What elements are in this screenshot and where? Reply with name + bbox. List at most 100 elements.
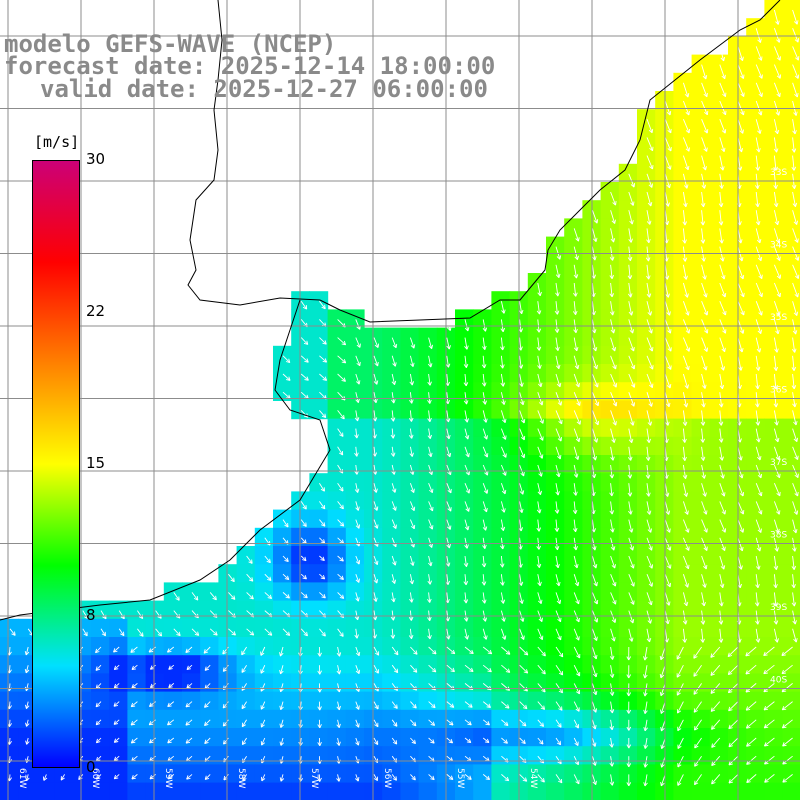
speed-cell bbox=[345, 436, 365, 456]
wind-arrow bbox=[610, 446, 615, 461]
speed-cell bbox=[691, 200, 711, 219]
wind-arrow bbox=[719, 574, 725, 588]
speed-cell bbox=[345, 527, 365, 547]
wind-arrow bbox=[373, 519, 379, 529]
wind-arrow bbox=[719, 264, 726, 280]
model-title: modelo GEFS-WAVE (NCEP) bbox=[4, 30, 337, 58]
longitude-label: 59W bbox=[163, 768, 173, 788]
speed-cell bbox=[254, 691, 274, 711]
speed-cell bbox=[418, 400, 438, 420]
wind-arrow bbox=[337, 428, 344, 437]
wind-arrow bbox=[693, 701, 702, 713]
wind-arrow bbox=[537, 410, 544, 424]
speed-cell bbox=[236, 746, 256, 765]
wind-arrow bbox=[391, 501, 397, 511]
speed-cell bbox=[673, 163, 693, 183]
speed-cell bbox=[400, 418, 420, 438]
wind-arrow bbox=[482, 737, 490, 744]
speed-cell bbox=[182, 582, 201, 602]
wind-arrow bbox=[737, 519, 745, 533]
wind-arrow bbox=[555, 628, 562, 641]
speed-cell bbox=[382, 418, 401, 438]
speed-cell bbox=[345, 546, 365, 565]
wind-arrow bbox=[336, 665, 342, 675]
wind-arrow bbox=[464, 446, 470, 458]
wind-arrow bbox=[537, 646, 546, 657]
speed-cell bbox=[327, 673, 347, 693]
wind-arrow bbox=[773, 228, 781, 244]
wind-arrow bbox=[482, 319, 488, 332]
wind-arrow bbox=[282, 373, 291, 381]
wind-arrow bbox=[773, 119, 780, 135]
wind-arrow bbox=[428, 483, 434, 494]
wind-arrow bbox=[609, 774, 615, 786]
speed-cell bbox=[91, 764, 110, 784]
wind-arrow bbox=[773, 282, 781, 298]
wind-arrow bbox=[555, 446, 562, 460]
wind-arrow bbox=[693, 664, 702, 677]
wind-arrow bbox=[319, 373, 328, 381]
speed-cell bbox=[673, 746, 693, 765]
wind-arrow bbox=[82, 610, 89, 620]
wind-arrow bbox=[792, 519, 798, 534]
wind-arrow bbox=[664, 610, 670, 625]
speed-cell bbox=[564, 673, 583, 693]
speed-cell bbox=[709, 364, 729, 383]
speed-cell bbox=[527, 418, 547, 438]
speed-cell bbox=[637, 291, 656, 310]
wind-arrow bbox=[500, 519, 506, 531]
speed-cell bbox=[400, 546, 420, 565]
wind-arrow bbox=[682, 137, 690, 152]
wind-arrow bbox=[719, 337, 726, 353]
speed-cell bbox=[473, 709, 492, 729]
speed-cell bbox=[418, 455, 438, 474]
wind-arrow bbox=[319, 300, 326, 310]
speed-cell bbox=[473, 764, 492, 784]
wind-arrow bbox=[482, 501, 488, 513]
latitude-label: 40S bbox=[770, 676, 787, 686]
wind-arrow bbox=[693, 646, 702, 659]
wind-arrow bbox=[682, 483, 689, 497]
speed-cell bbox=[273, 546, 292, 565]
wind-arrow bbox=[746, 774, 757, 784]
speed-cell bbox=[491, 309, 511, 329]
speed-cell bbox=[691, 436, 711, 456]
speed-cell bbox=[746, 618, 765, 638]
speed-cell bbox=[218, 709, 238, 729]
speed-cell bbox=[637, 655, 656, 674]
wind-arrow bbox=[755, 373, 760, 390]
speed-cell bbox=[491, 382, 511, 401]
wind-arrow bbox=[791, 555, 797, 570]
wind-arrow bbox=[204, 774, 211, 780]
speed-cell bbox=[0, 673, 19, 693]
wind-arrow bbox=[355, 774, 360, 782]
wind-arrow bbox=[792, 119, 797, 135]
wind-arrow bbox=[536, 301, 542, 315]
wind-arrow bbox=[755, 82, 763, 98]
speed-cell bbox=[673, 473, 693, 492]
speed-cell bbox=[782, 364, 800, 383]
wind-arrow bbox=[737, 137, 744, 153]
wind-arrow bbox=[390, 628, 396, 639]
wind-arrow bbox=[554, 519, 560, 532]
speed-cell bbox=[746, 546, 765, 565]
wind-arrow bbox=[628, 628, 634, 642]
wind-arrow bbox=[677, 719, 684, 732]
speed-cell bbox=[473, 673, 492, 693]
speed-cell bbox=[327, 546, 347, 565]
wind-arrow bbox=[591, 210, 599, 224]
speed-cell bbox=[600, 254, 620, 274]
speed-cell bbox=[418, 546, 438, 565]
wind-arrow bbox=[677, 774, 684, 786]
speed-cell bbox=[218, 746, 238, 765]
wind-arrow bbox=[260, 665, 266, 674]
speed-cell bbox=[254, 764, 274, 784]
speed-cell bbox=[109, 728, 128, 747]
speed-cell bbox=[564, 582, 583, 602]
speed-cell bbox=[546, 600, 565, 620]
wind-arrow bbox=[260, 701, 266, 710]
speed-cell bbox=[764, 127, 784, 147]
wind-arrow bbox=[573, 282, 578, 297]
wind-arrow bbox=[718, 410, 724, 426]
speed-cell bbox=[600, 436, 620, 456]
